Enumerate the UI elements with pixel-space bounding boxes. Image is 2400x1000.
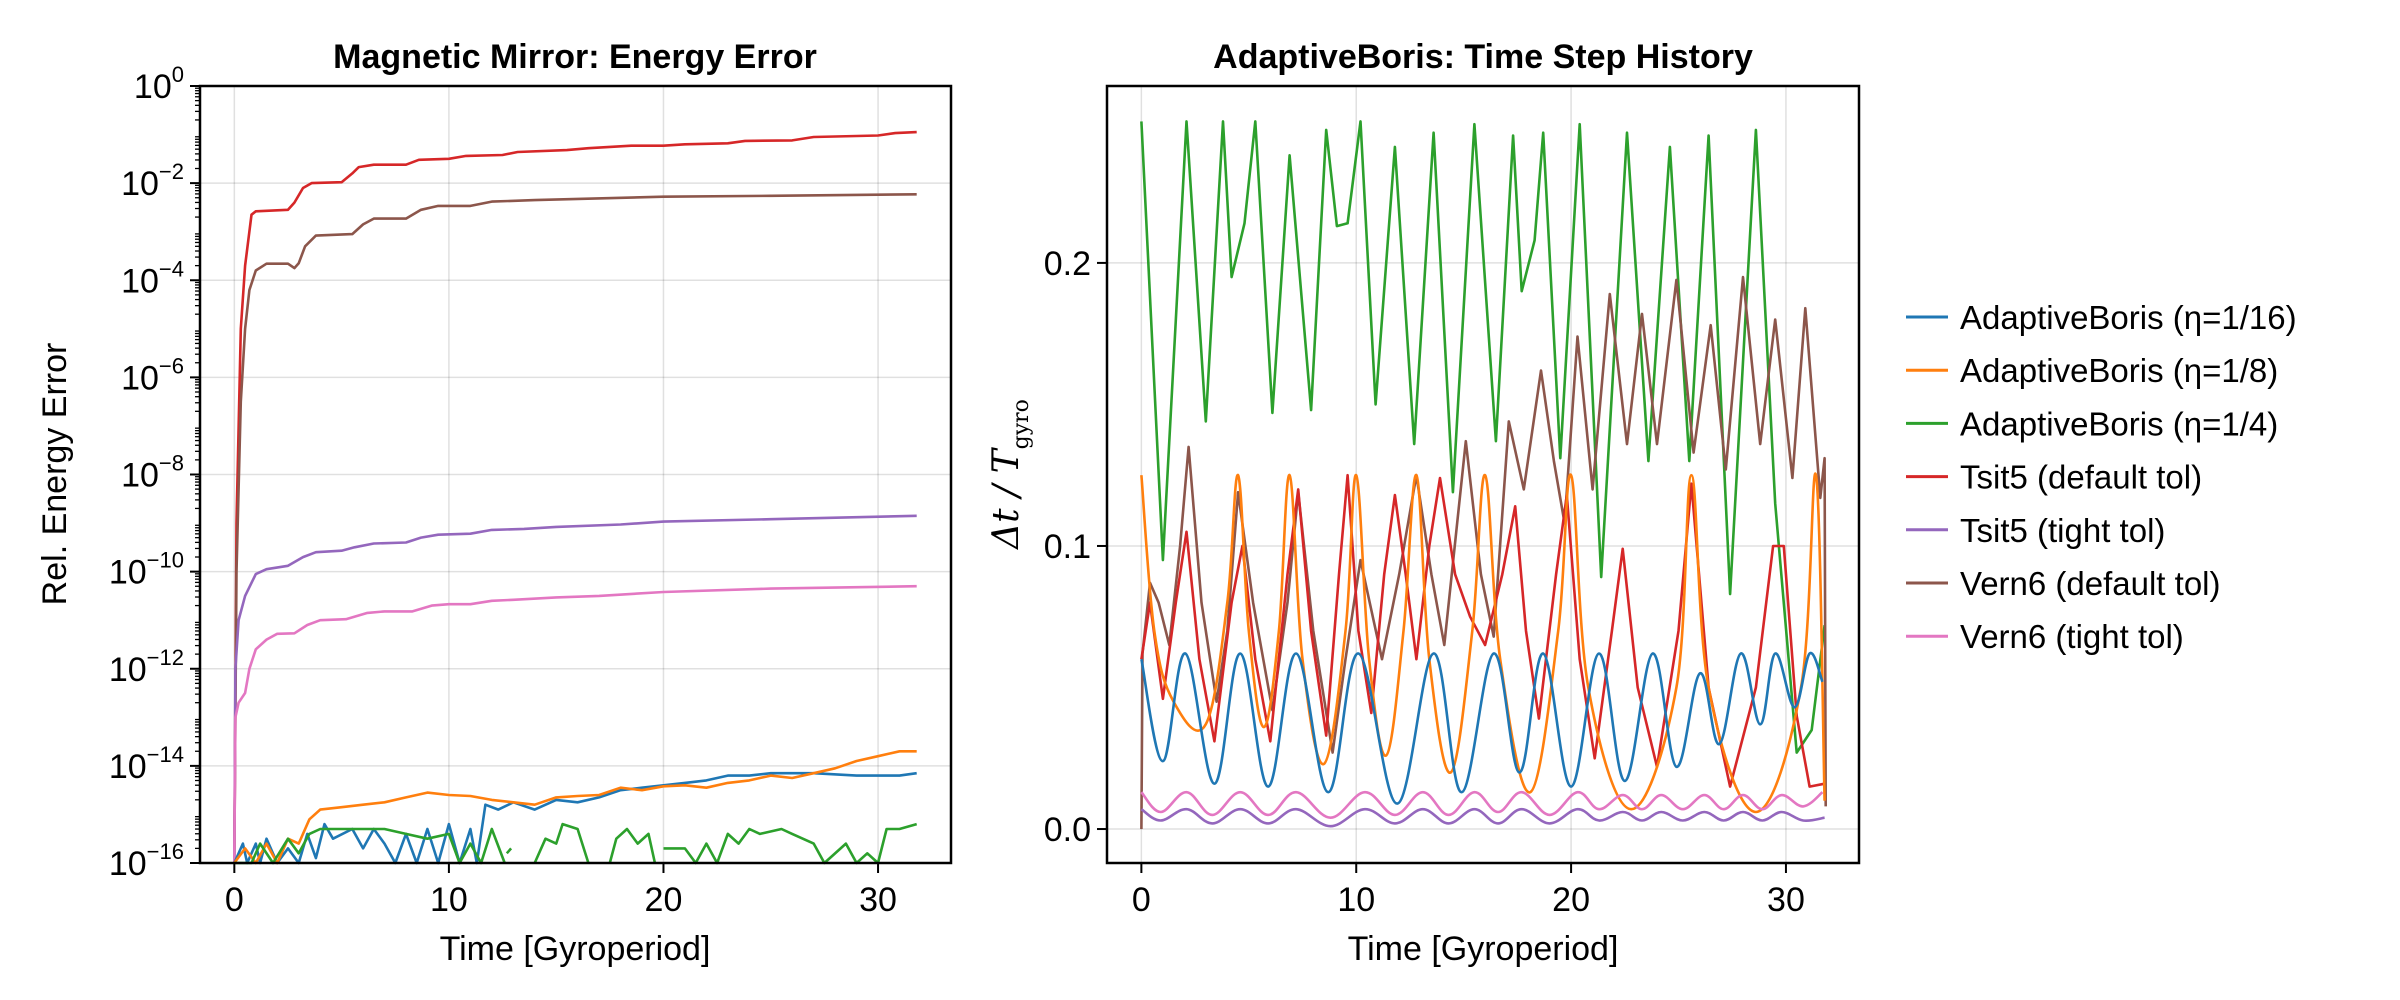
y-tick-label: 100 <box>134 62 184 106</box>
y-tick-label: 10−14 <box>109 742 184 786</box>
legend-item: Tsit5 (tight tol) <box>1906 512 2165 549</box>
y-tick-label: 10−6 <box>121 353 184 397</box>
y-tick-label: 0.1 <box>1044 528 1091 566</box>
axis-ticks: 0 10 20 30 100 10−2 10−4 10−6 10−8 10−10 10−12 10−1… <box>109 62 897 919</box>
series-line-vern6-default-tol <box>233 193 917 864</box>
legend-item: AdaptiveBoris (η=1/8) <box>1906 352 2278 389</box>
chart-title: Magnetic Mirror: Energy Error <box>333 38 817 76</box>
x-tick-label: 0 <box>225 881 244 919</box>
x-tick-label: 30 <box>859 881 897 919</box>
series-group <box>233 130 918 865</box>
legend-label: AdaptiveBoris (η=1/16) <box>1960 299 2297 336</box>
y-axis-label-main: Δt / T <box>986 446 1027 550</box>
series-line-adaptiveboris-1-8 <box>233 750 917 865</box>
series-line-adaptiveboris-1-4 <box>234 822 918 865</box>
x-tick-label: 10 <box>430 881 468 919</box>
y-tick-label: 10−8 <box>121 451 184 495</box>
axis-ticks: 0 10 20 30 0.0 0.1 0.2 <box>1044 245 1805 919</box>
x-tick-label: 20 <box>645 881 683 919</box>
x-axis-label: Time [Gyroperiod] <box>440 930 711 968</box>
legend-item: AdaptiveBoris (η=1/16) <box>1906 299 2297 336</box>
series-line-vern6-tight-tol <box>233 584 917 864</box>
legend-label: AdaptiveBoris (η=1/4) <box>1960 405 2278 442</box>
x-tick-label: 30 <box>1767 881 1805 919</box>
energy-error-panel: Magnetic Mirror: Energy Error 0 10 20 30 100… <box>36 38 953 968</box>
x-tick-label: 0 <box>1132 881 1151 919</box>
legend: AdaptiveBoris (η=1/16) AdaptiveBoris (η=1… <box>1906 299 2297 655</box>
y-tick-label: 0.0 <box>1044 811 1091 849</box>
legend-item: Vern6 (default tol) <box>1906 565 2221 602</box>
series-line-adaptiveboris-1-4 <box>1140 120 1826 754</box>
legend-item: AdaptiveBoris (η=1/4) <box>1906 405 2278 442</box>
y-axis-label: Δt / Tgyro <box>986 399 1034 551</box>
time-step-panel: AdaptiveBoris: Time Step History 0 10 20 30… <box>986 38 2297 968</box>
legend-label: Tsit5 (default tol) <box>1960 459 2202 496</box>
y-tick-label: 10−2 <box>121 159 184 203</box>
legend-item: Tsit5 (default tol) <box>1906 459 2202 496</box>
chart-title: AdaptiveBoris: Time Step History <box>1213 38 1753 76</box>
x-tick-label: 10 <box>1337 881 1375 919</box>
x-axis-label: Time [Gyroperiod] <box>1348 930 1619 968</box>
series-line-vern6-tight-tol <box>1140 790 1824 819</box>
series-line-adaptiveboris-1-16 <box>1140 651 1824 805</box>
y-axis-label-subscript: gyro <box>1009 399 1034 449</box>
series-line-vern6-default-tol <box>1140 275 1827 830</box>
y-tick-label: 0.2 <box>1044 245 1091 283</box>
y-tick-label: 10−16 <box>109 839 184 883</box>
y-tick-label: 10−4 <box>121 256 184 300</box>
series-line-adaptiveboris-1-16 <box>233 771 917 865</box>
legend-label: AdaptiveBoris (η=1/8) <box>1960 352 2278 389</box>
y-tick-label: 10−12 <box>109 645 184 689</box>
y-axis-label: Rel. Energy Error <box>36 343 74 606</box>
legend-label: Tsit5 (tight tol) <box>1960 512 2165 549</box>
grid <box>200 85 951 864</box>
series-group <box>1140 120 1827 830</box>
y-tick-label: 10−10 <box>109 548 184 592</box>
legend-label: Vern6 (default tol) <box>1960 565 2221 602</box>
plot-frame <box>1105 84 1861 865</box>
legend-item: Vern6 (tight tol) <box>1906 618 2184 655</box>
series-line-tsit5-tight-tol <box>1140 807 1825 828</box>
series-line-tsit5-default-tol <box>233 130 917 864</box>
series-line-tsit5-tight-tol <box>233 514 917 864</box>
x-tick-label: 20 <box>1552 881 1590 919</box>
legend-label: Vern6 (tight tol) <box>1960 618 2184 655</box>
